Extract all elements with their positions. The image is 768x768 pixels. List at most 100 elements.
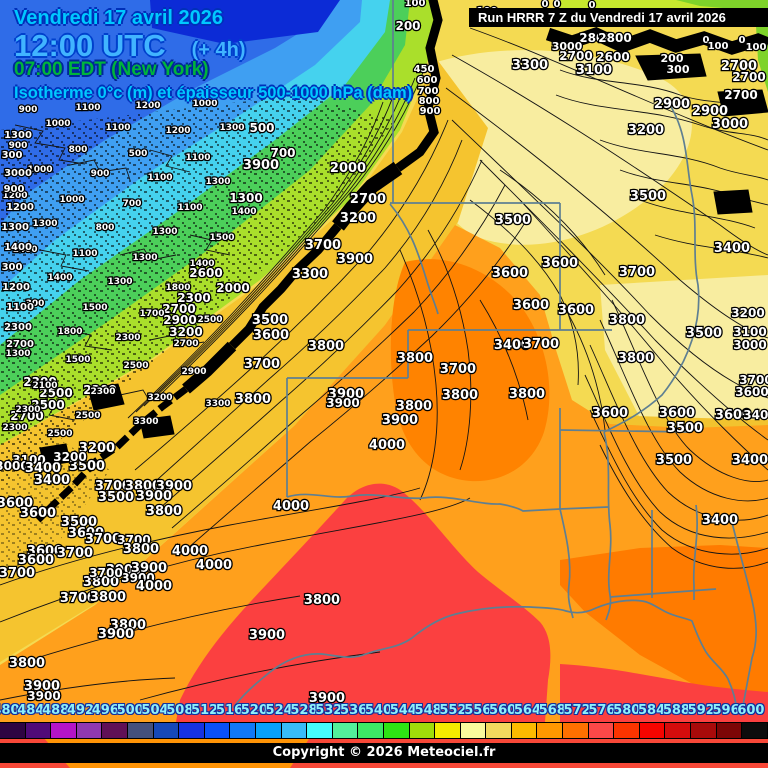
contour-label: 2700 <box>721 59 757 74</box>
contour-label: 1100 <box>185 153 210 163</box>
scale-cell <box>486 723 512 738</box>
contour-label: 3600 <box>715 408 751 423</box>
contour-label: 2800 <box>598 31 631 45</box>
contour-label: 300 <box>2 150 23 161</box>
contour-label: 1400 <box>231 207 256 217</box>
contour-label: 3700 <box>244 357 280 372</box>
contour-label: 2000 <box>330 161 366 176</box>
contour-label: 2700 <box>559 49 592 63</box>
scale-value: 540 <box>364 703 393 718</box>
contour-label: 3400 <box>34 473 70 488</box>
contour-label: 1100 <box>72 249 97 259</box>
contour-label: 3000 <box>552 40 583 53</box>
contour-label: 3200 <box>628 123 664 138</box>
scale-value: 584 <box>638 703 666 718</box>
contour-label: 3400 <box>732 453 768 468</box>
contour-label: 700 <box>270 146 295 160</box>
scale-value: 552 <box>439 703 467 718</box>
contour-label: 1500 <box>65 355 90 365</box>
contour-label: 3800 <box>83 575 119 590</box>
contour-label: 1300 <box>205 177 230 187</box>
contour-label: 3000 <box>4 168 32 179</box>
contour-label: 2500 <box>39 386 72 400</box>
contour-label: 3400 <box>743 408 768 422</box>
scale-value: 556 <box>464 703 492 718</box>
parameter-title: Isotherme 0°c (m) et épaisseur 500-1000 … <box>14 84 413 102</box>
contour-label: 3800 <box>618 351 654 366</box>
scale-value: 588 <box>662 703 690 718</box>
contour-label: 2900 <box>654 97 690 112</box>
contour-label: 3900 <box>27 689 60 703</box>
state-borders-coastline <box>232 0 757 717</box>
contour-label: 3700 <box>523 337 559 352</box>
scale-cell <box>51 723 77 738</box>
contour-label: 3700 <box>60 591 96 606</box>
scale-value: 488 <box>42 703 70 718</box>
contour-label: 1800 <box>165 283 190 293</box>
contour-label: 3900 <box>121 571 154 585</box>
contour-label: 4000 <box>172 544 208 559</box>
contour-label: 2300 <box>2 423 27 433</box>
contour-label: 2900 <box>181 367 206 377</box>
contour-label: 3700 <box>85 532 121 547</box>
contour-label: 2700 <box>162 302 195 316</box>
contour-label: 3200 <box>79 441 115 456</box>
contour-label: 2100 <box>32 381 57 391</box>
scale-cell <box>358 723 384 738</box>
contour-label: 3200 <box>147 393 172 403</box>
model-run-label: Run HRRR 7 Z du Vendredi 17 avril 2026 <box>469 8 768 27</box>
contour-label: 0 <box>554 0 561 10</box>
contour-label: 3900 <box>24 679 60 694</box>
contour-label: 3700 <box>440 362 476 377</box>
scale-cell <box>460 723 487 738</box>
contour-label: 4000 <box>369 438 405 453</box>
contour-label: 3500 <box>656 453 692 468</box>
contour-label: 3300 <box>292 267 328 282</box>
contour-label: 3700 <box>0 566 35 581</box>
contour-label: 2300 <box>83 383 116 397</box>
contour-label: 900 <box>420 106 441 117</box>
contour-label: 3600 <box>0 496 33 511</box>
scale-value: 484 <box>17 703 45 718</box>
contour-label: 300 <box>26 299 45 309</box>
scale-value: 512 <box>191 703 219 718</box>
contour-label: 3800 <box>125 479 161 494</box>
scale-value: 500 <box>116 703 144 718</box>
scale-cell <box>25 723 52 738</box>
contour-label: 3900 <box>136 489 172 504</box>
contour-label: 3500 <box>495 213 531 228</box>
contour-label: 450 <box>414 64 435 75</box>
contour-label: 1100 <box>6 302 34 313</box>
contour-label: 3800 <box>123 542 159 557</box>
scale-cell <box>383 723 410 738</box>
date-label: Vendredi 17 avril 2026 <box>14 7 224 29</box>
copyright-bar: Copyright © 2026 Meteociel.fr <box>0 743 768 763</box>
scale-cell <box>179 723 205 738</box>
scale-value: 508 <box>166 703 194 718</box>
contour-label: 3100 <box>12 453 45 467</box>
scale-cell <box>511 723 538 738</box>
scale-value: 516 <box>215 703 244 718</box>
contour-label: 3400 <box>702 513 738 528</box>
scale-value: 532 <box>315 703 343 718</box>
scale-value: 480 <box>0 703 20 718</box>
contour-label: 3000 <box>712 117 748 132</box>
contour-label: 3800 <box>397 351 433 366</box>
contour-label: 2300 <box>115 333 140 343</box>
contour-label: 900 <box>91 169 110 179</box>
contour-label: 3900 <box>382 413 418 428</box>
contour-label: 0 <box>589 0 596 11</box>
contour-label: 2700 <box>6 339 34 350</box>
scale-value: 596 <box>712 703 740 718</box>
scale-value: 564 <box>513 703 541 718</box>
scale-cells <box>0 722 768 739</box>
contour-label: 3500 <box>252 313 288 328</box>
contour-label: 800 <box>69 145 88 155</box>
contour-label: 1100 <box>147 173 172 183</box>
scale-cell <box>409 723 436 738</box>
scale-cell <box>281 723 308 738</box>
scale-value: 548 <box>414 703 442 718</box>
contour-label: 3500 <box>69 459 105 474</box>
